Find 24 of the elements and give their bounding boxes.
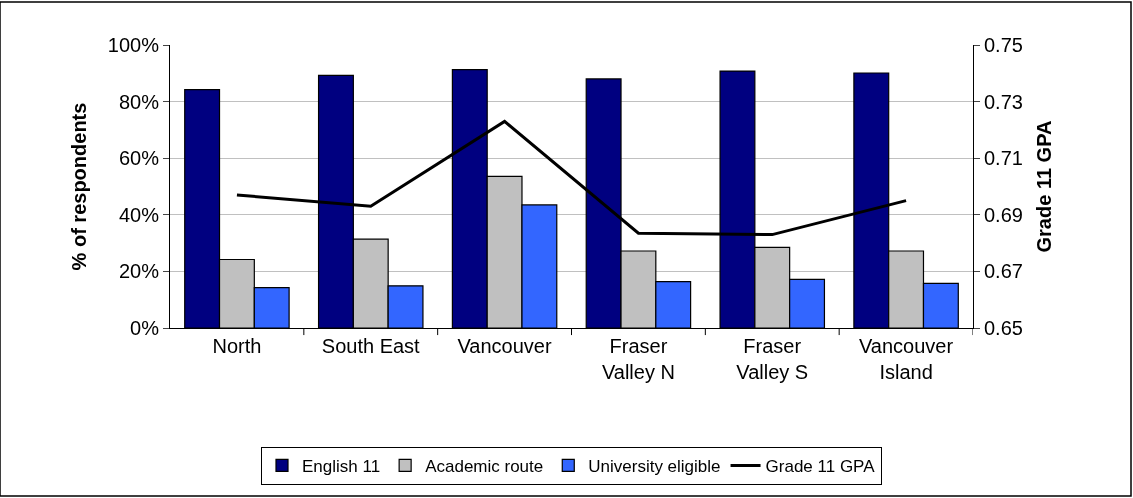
- y-axis-title: % of respondents: [68, 102, 91, 271]
- y2-tick-label: 0.73: [984, 90, 1023, 113]
- y2-tick-label: 0.65: [984, 317, 1023, 339]
- legend-label: English 11: [302, 457, 381, 477]
- x-tick-label: Fraser Valley S: [736, 335, 809, 383]
- legend-label: University eligible: [588, 457, 721, 477]
- y-tick-label: 80%: [118, 90, 160, 113]
- y2-tick-label: 0.69: [984, 203, 1023, 226]
- y-tick-label: 100%: [107, 34, 160, 56]
- y-tick-label: 40%: [118, 203, 160, 226]
- x-tick-label: Vancouver: [457, 335, 552, 357]
- y2-tick-label: 0.67: [984, 260, 1023, 283]
- x-tick-label: Vancouver Island: [859, 335, 954, 383]
- y2-axis-title: Grade 11 GPA: [1033, 120, 1056, 253]
- y2-tick-label: 0.75: [984, 34, 1023, 56]
- x-tick-label: Fraser Valley N: [601, 335, 675, 383]
- legend-label: Academic route: [425, 457, 544, 477]
- legend-label: Grade 11 GPA: [765, 457, 876, 477]
- y2-tick-label: 0.71: [984, 147, 1023, 170]
- y-tick-label: 20%: [118, 260, 160, 283]
- y-tick-label: 60%: [118, 147, 160, 170]
- x-tick-label: South East: [321, 335, 421, 357]
- x-tick-label: North: [212, 335, 262, 357]
- y-tick-label: 0%: [130, 317, 160, 339]
